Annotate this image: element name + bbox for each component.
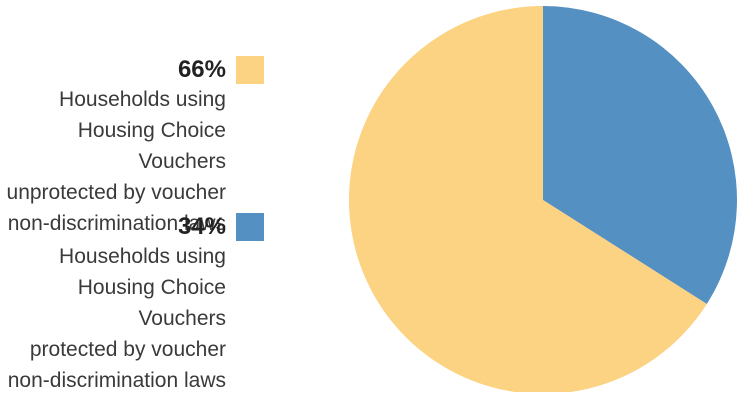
pie-slice-unprotected	[349, 6, 707, 392]
legend-label-protected: Households using Housing Choice Vouchers…	[7, 245, 226, 392]
legend-label-unprotected: Households using Housing Choice Vouchers…	[6, 88, 226, 235]
legend-swatch-unprotected	[236, 56, 264, 84]
legend-swatch-protected	[236, 213, 264, 241]
legend-percent-unprotected: 66%	[177, 56, 226, 83]
legend-entry-protected: 34% Households using Housing Choice Vouc…	[4, 213, 264, 396]
pie-slice-protected	[543, 6, 737, 304]
legend-percent-protected: 34%	[177, 213, 226, 240]
legend-entry-unprotected: 66% Households using Housing Choice Vouc…	[4, 56, 264, 239]
